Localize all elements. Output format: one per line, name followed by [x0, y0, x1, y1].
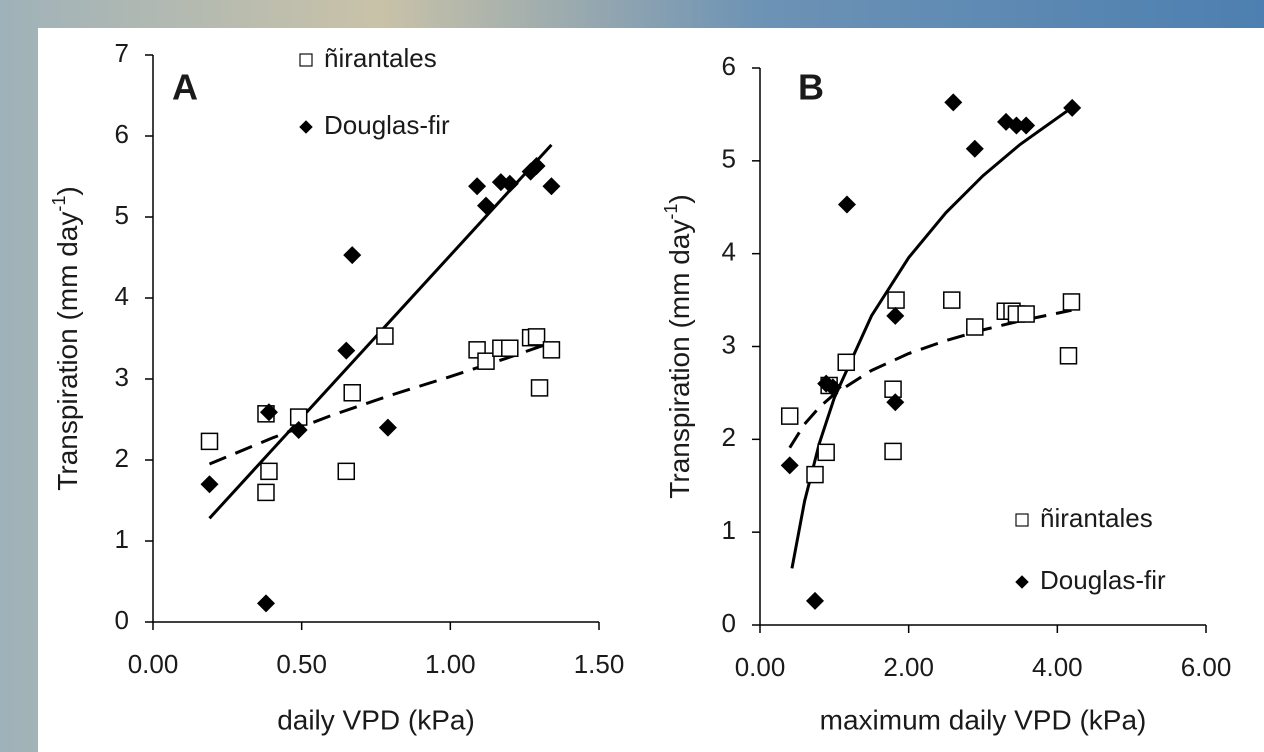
x-tick-label: 2.00	[883, 652, 934, 682]
panel-letter: B	[798, 67, 824, 108]
legend-label: Douglas-fir	[1040, 565, 1166, 595]
legend-marker	[1015, 513, 1029, 527]
square-point	[966, 318, 984, 336]
square-point	[780, 407, 799, 425]
diamond-point	[542, 177, 561, 196]
diamond-point	[477, 196, 496, 215]
y-tick-label: 5	[722, 144, 736, 174]
diamond-point	[944, 93, 963, 112]
legend-marker	[299, 53, 313, 67]
square-point	[943, 291, 961, 309]
square-point	[884, 442, 902, 461]
x-tick-label: 0.50	[276, 649, 327, 679]
square-point	[884, 380, 902, 398]
diamond-point	[997, 112, 1016, 131]
x-tick-label: 4.00	[1032, 652, 1083, 682]
y-tick-label: 2	[115, 443, 129, 473]
y-axis-label-part: )	[52, 186, 83, 195]
diamond-point	[527, 156, 546, 175]
y-tick-label: 3	[115, 362, 129, 392]
x-axis-label: daily VPD (kPa)	[277, 704, 475, 735]
square-point	[1059, 347, 1078, 365]
diamond-point	[1007, 116, 1026, 135]
diamond-point	[886, 393, 905, 412]
legend-label: ñirantales	[324, 43, 437, 73]
x-tick-label: 0.00	[128, 649, 179, 679]
diamond-point	[256, 594, 275, 613]
y-tick-label: 0	[722, 608, 736, 638]
panel-letter: A	[172, 67, 198, 108]
diamond-point	[823, 378, 842, 397]
x-tick-label: 0.00	[735, 652, 786, 682]
y-axis-label-part: -1	[661, 204, 681, 220]
y-tick-label: 2	[722, 422, 736, 452]
y-tick-label: 4	[115, 281, 129, 311]
square-point	[337, 462, 356, 481]
legend-marker	[299, 120, 313, 134]
y-tick-label: 1	[722, 515, 736, 545]
diamond-point	[468, 177, 487, 196]
square-point	[1062, 293, 1081, 311]
square-point	[542, 341, 561, 359]
diamond-point	[806, 591, 825, 610]
diamond-point	[1063, 98, 1082, 117]
x-tick-label: 1.00	[425, 649, 476, 679]
square-point	[837, 353, 855, 372]
y-axis-label: Transpiration (mm day-1)	[661, 194, 696, 498]
y-tick-label: 3	[722, 329, 736, 359]
square-point	[527, 328, 546, 346]
diamond-point	[886, 306, 905, 325]
y-axis-label: Transpiration (mm day-1)	[49, 186, 84, 490]
legend-marker	[1015, 575, 1029, 589]
y-tick-label: 6	[115, 119, 129, 149]
y-axis-label-part: -1	[49, 196, 69, 212]
x-axis-label: maximum daily VPD (kPa)	[820, 704, 1147, 735]
y-tick-label: 7	[115, 38, 129, 68]
legend-label: Douglas-fir	[324, 110, 450, 140]
diamond-point	[837, 195, 856, 214]
diamond-point	[337, 341, 356, 360]
square-point	[530, 379, 549, 397]
square-point	[343, 384, 361, 402]
y-tick-label: 0	[115, 605, 129, 635]
square-point	[1017, 305, 1035, 323]
diamond-point	[200, 475, 219, 494]
diamond-point	[259, 403, 278, 422]
square-point	[260, 462, 278, 481]
y-axis-label-part: Transpiration (mm day	[664, 220, 695, 499]
diamond-point	[289, 421, 308, 440]
square-point	[501, 339, 519, 357]
y-tick-label: 6	[722, 51, 736, 81]
square-point	[806, 465, 824, 484]
square-point	[817, 443, 835, 462]
y-tick-label: 1	[115, 524, 129, 554]
square-point	[200, 432, 219, 451]
fit-line	[788, 308, 1072, 449]
y-tick-label: 5	[115, 200, 129, 230]
square-point	[477, 352, 495, 370]
diamond-point	[378, 418, 397, 437]
diamond-point	[780, 456, 799, 475]
square-point	[376, 327, 394, 345]
square-point	[887, 291, 905, 309]
diamond-point	[1017, 116, 1036, 135]
diamond-point	[343, 246, 362, 265]
square-point	[257, 483, 275, 502]
diamond-point	[500, 174, 519, 193]
y-axis-label-part: )	[664, 194, 695, 203]
panel	[38, 28, 1264, 752]
y-axis-label-part: Transpiration (mm day	[52, 212, 83, 491]
fit-line	[208, 341, 552, 466]
x-tick-label: 1.50	[574, 649, 625, 679]
y-tick-label: 4	[722, 237, 736, 267]
diamond-point	[965, 139, 984, 158]
x-tick-label: 6.00	[1181, 652, 1232, 682]
legend-label: ñirantales	[1040, 503, 1153, 533]
